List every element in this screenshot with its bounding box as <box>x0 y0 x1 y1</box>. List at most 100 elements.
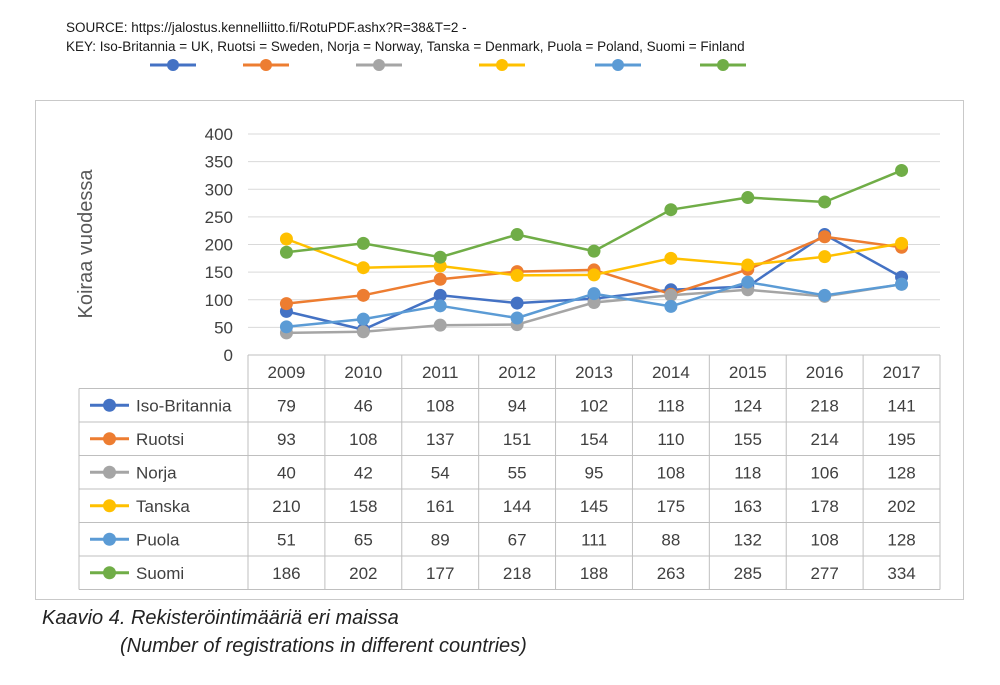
data-point-norja <box>433 318 447 332</box>
data-point-suomi <box>741 191 755 205</box>
x-tick-label: 2012 <box>498 363 536 382</box>
data-point-ruotsi <box>356 288 370 302</box>
data-cell-iso-britannia: 141 <box>887 396 915 415</box>
x-tick-label: 2017 <box>883 363 921 382</box>
legend-label-ruotsi: Ruotsi <box>136 430 184 449</box>
data-point-norja <box>356 325 370 339</box>
y-tick-label: 100 <box>205 291 233 310</box>
data-cell-ruotsi: 151 <box>503 430 531 449</box>
x-tick-label: 2009 <box>268 363 306 382</box>
data-point-tanska <box>664 251 678 265</box>
key-marker-ruotsi <box>260 59 272 71</box>
data-cell-norja: 42 <box>354 463 373 482</box>
data-point-puola <box>895 277 909 291</box>
legend-marker-puola <box>103 532 116 546</box>
data-cell-iso-britannia: 94 <box>508 396 527 415</box>
data-cell-norja: 106 <box>810 463 838 482</box>
legend-label-puola: Puola <box>136 530 180 549</box>
legend-marker-norja <box>103 465 116 479</box>
data-cell-iso-britannia: 108 <box>426 396 454 415</box>
data-cell-ruotsi: 137 <box>426 430 454 449</box>
x-tick-label: 2011 <box>422 363 459 382</box>
legend-label-iso-britannia: Iso-Britannia <box>136 396 232 415</box>
line-chart: 0 50 100 150 200 250 300 350 400 Koiraa vuodessa 2… <box>75 125 941 590</box>
data-cell-tanska: 145 <box>580 497 608 516</box>
chart-frame: 0 50 100 150 200 250 300 350 400 Koiraa vuodessa 2… <box>35 100 964 600</box>
data-cell-iso-britannia: 218 <box>810 396 838 415</box>
legend-label-suomi: Suomi <box>136 564 184 583</box>
caption-line-2: (Number of registrations in different co… <box>120 635 527 657</box>
y-tick-label: 50 <box>214 318 233 337</box>
data-point-suomi <box>818 195 832 209</box>
y-axis-title: Koiraa vuodessa <box>75 169 97 319</box>
y-tick-label: 250 <box>205 208 233 227</box>
data-point-iso-britannia <box>510 296 524 310</box>
x-tick-label: 2016 <box>806 363 844 382</box>
key-marker-tanska <box>496 59 508 71</box>
data-point-puola <box>818 288 832 302</box>
data-point-tanska <box>895 236 909 250</box>
data-point-suomi <box>510 228 524 242</box>
data-cell-puola: 51 <box>277 530 296 549</box>
y-tick-label: 0 <box>224 346 233 365</box>
data-point-ruotsi <box>279 297 293 311</box>
data-cell-tanska: 175 <box>657 497 685 516</box>
data-point-suomi <box>664 203 678 217</box>
data-cell-tanska: 202 <box>887 497 915 516</box>
data-cell-suomi: 188 <box>580 564 608 583</box>
data-cell-tanska: 210 <box>272 497 300 516</box>
data-point-puola <box>356 312 370 326</box>
data-point-norja <box>664 288 678 302</box>
data-point-tanska <box>741 258 755 272</box>
key-marker-norja <box>373 59 385 71</box>
data-cell-norja: 118 <box>734 463 761 482</box>
legend-label-norja: Norja <box>136 463 177 482</box>
data-point-suomi <box>433 250 447 264</box>
data-cell-norja: 108 <box>657 463 685 482</box>
y-tick-label: 300 <box>205 180 233 199</box>
data-cell-suomi: 202 <box>349 564 377 583</box>
y-tick-label: 200 <box>205 236 233 255</box>
y-tick-label: 150 <box>205 263 233 282</box>
data-cell-puola: 111 <box>581 530 607 549</box>
data-cell-norja: 128 <box>887 463 915 482</box>
data-cell-tanska: 163 <box>734 497 762 516</box>
data-cell-ruotsi: 93 <box>277 430 296 449</box>
x-tick-label: 2010 <box>344 363 382 382</box>
data-point-puola <box>510 311 524 325</box>
data-cell-norja: 40 <box>277 463 296 482</box>
data-cell-ruotsi: 108 <box>349 430 377 449</box>
data-cell-iso-britannia: 124 <box>734 396 762 415</box>
data-cell-puola: 88 <box>661 530 680 549</box>
data-cell-puola: 67 <box>508 530 527 549</box>
y-tick-label: 400 <box>205 125 233 144</box>
data-point-puola <box>433 299 447 313</box>
data-cell-suomi: 277 <box>810 564 838 583</box>
data-point-tanska <box>279 232 293 246</box>
data-point-puola <box>741 275 755 289</box>
data-cell-iso-britannia: 46 <box>354 396 373 415</box>
x-tick-label: 2014 <box>652 363 690 382</box>
data-point-tanska <box>587 268 601 282</box>
key-marker-iso-britannia <box>167 59 179 71</box>
data-cell-puola: 89 <box>431 530 450 549</box>
data-cell-ruotsi: 154 <box>580 430 608 449</box>
data-point-suomi <box>587 244 601 258</box>
data-cell-norja: 55 <box>508 463 527 482</box>
key-marker-suomi <box>717 59 729 71</box>
data-cell-suomi: 263 <box>657 564 685 583</box>
data-cell-suomi: 334 <box>887 564 915 583</box>
data-cell-tanska: 144 <box>503 497 531 516</box>
data-point-suomi <box>895 163 909 177</box>
data-cell-puola: 65 <box>354 530 373 549</box>
legend-marker-suomi <box>103 566 116 580</box>
data-cell-ruotsi: 195 <box>887 430 915 449</box>
data-point-suomi <box>279 245 293 259</box>
data-cell-suomi: 218 <box>503 564 531 583</box>
y-tick-label: 350 <box>205 153 233 172</box>
data-point-puola <box>587 287 601 301</box>
source-line: SOURCE: https://jalostus.kennelliitto.fi… <box>66 20 467 35</box>
legend-marker-ruotsi <box>103 432 116 446</box>
data-cell-puola: 128 <box>887 530 915 549</box>
figure-caption: Kaavio 4. Rekisteröintimääriä eri maissa… <box>42 604 527 660</box>
